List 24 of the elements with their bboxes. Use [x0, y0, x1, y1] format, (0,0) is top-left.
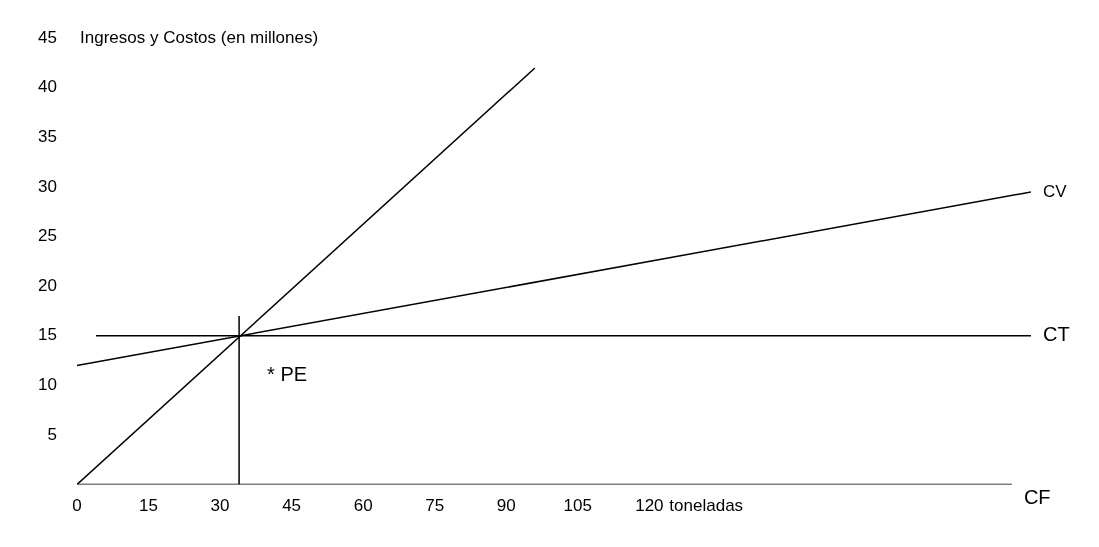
y-tick-label: 10: [37, 375, 57, 395]
y-tick-label: 25: [37, 226, 57, 246]
x-tick-label: 45: [282, 496, 302, 516]
y-tick-label: 20: [37, 275, 57, 295]
x-tick-label: 30: [210, 496, 230, 516]
series-label: CF: [1023, 486, 1051, 509]
series-label: CV: [1043, 181, 1068, 201]
y-tick-label: 35: [37, 127, 57, 147]
y-tick-label: 30: [37, 176, 57, 196]
annotation: * PE: [267, 363, 308, 386]
x-tick-label: 60: [353, 496, 373, 516]
x-tick-label: 75: [425, 496, 445, 516]
y-tick-label: 15: [37, 325, 57, 345]
y-tick-label: 40: [37, 77, 57, 97]
x-tick-label: 90: [496, 496, 516, 516]
x-axis-title: toneladas: [669, 496, 744, 516]
y-axis-title: Ingresos y Costos (en millones): [80, 27, 319, 47]
x-tick-label: 120: [635, 496, 664, 516]
x-tick-label: 0: [72, 496, 82, 516]
x-tick-label: 15: [139, 496, 158, 516]
x-tick-label: 105: [563, 496, 592, 516]
y-tick-label: 5: [47, 424, 57, 444]
series-label: CT: [1043, 323, 1070, 346]
y-tick-label: 45: [37, 27, 57, 47]
